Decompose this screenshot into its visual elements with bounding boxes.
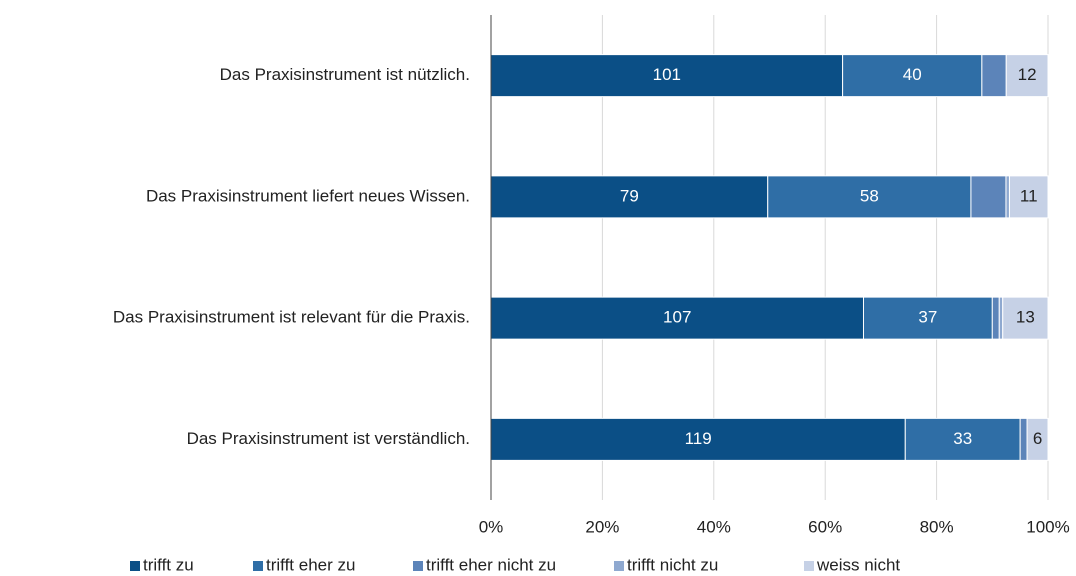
bar-segment bbox=[981, 54, 1007, 98]
legend-label: trifft zu bbox=[143, 555, 194, 574]
data-label: 58 bbox=[860, 186, 879, 205]
y-tick-label: Das Praxisinstrument ist relevant für di… bbox=[113, 308, 470, 327]
legend-swatch bbox=[253, 561, 263, 571]
data-label: 119 bbox=[685, 429, 712, 448]
bar-segment bbox=[1002, 296, 1049, 340]
x-tick-label: 0% bbox=[479, 517, 504, 536]
data-label: 33 bbox=[953, 429, 972, 448]
x-tick-label: 80% bbox=[920, 517, 954, 536]
bar-segment bbox=[490, 417, 906, 461]
data-label: 40 bbox=[903, 65, 922, 84]
bar-segment bbox=[490, 54, 844, 98]
bar-segment bbox=[1026, 417, 1049, 461]
data-label: 13 bbox=[1016, 308, 1035, 327]
bar-segment bbox=[998, 296, 1004, 340]
bar-segment bbox=[970, 175, 1007, 219]
y-tick-label: Das Praxisinstrument liefert neues Wisse… bbox=[146, 186, 470, 205]
data-label: 11 bbox=[1020, 186, 1038, 205]
bar-segment bbox=[862, 296, 993, 340]
y-tick-label: Das Praxisinstrument ist verständlich. bbox=[187, 429, 470, 448]
legend-label: trifft eher zu bbox=[266, 555, 355, 574]
bar-segment bbox=[1019, 417, 1028, 461]
bar-segment bbox=[490, 296, 864, 340]
bar-segment bbox=[767, 175, 972, 219]
legend-swatch bbox=[614, 561, 624, 571]
data-label: 37 bbox=[918, 308, 937, 327]
legend-swatch bbox=[130, 561, 140, 571]
x-tick-label: 20% bbox=[585, 517, 619, 536]
data-label: 6 bbox=[1033, 429, 1042, 448]
legend-label: weiss nicht bbox=[816, 555, 900, 574]
legend-label: trifft eher nicht zu bbox=[426, 555, 556, 574]
data-label: 107 bbox=[663, 308, 691, 327]
x-tick-label: 40% bbox=[697, 517, 731, 536]
legend-swatch bbox=[804, 561, 814, 571]
x-tick-label: 100% bbox=[1026, 517, 1069, 536]
bar-segment bbox=[991, 296, 1000, 340]
y-tick-label: Das Praxisinstrument ist nützlich. bbox=[220, 65, 470, 84]
bar-segment bbox=[1005, 175, 1010, 219]
legend-label: trifft nicht zu bbox=[627, 555, 718, 574]
x-tick-label: 60% bbox=[808, 517, 842, 536]
bar-segment bbox=[904, 417, 1021, 461]
data-label: 12 bbox=[1018, 65, 1037, 84]
legend-swatch bbox=[413, 561, 423, 571]
data-label: 79 bbox=[620, 186, 639, 205]
bar-segment bbox=[490, 175, 769, 219]
bar-segment bbox=[1005, 54, 1049, 98]
data-label: 101 bbox=[653, 65, 681, 84]
bar-segment bbox=[1008, 175, 1049, 219]
